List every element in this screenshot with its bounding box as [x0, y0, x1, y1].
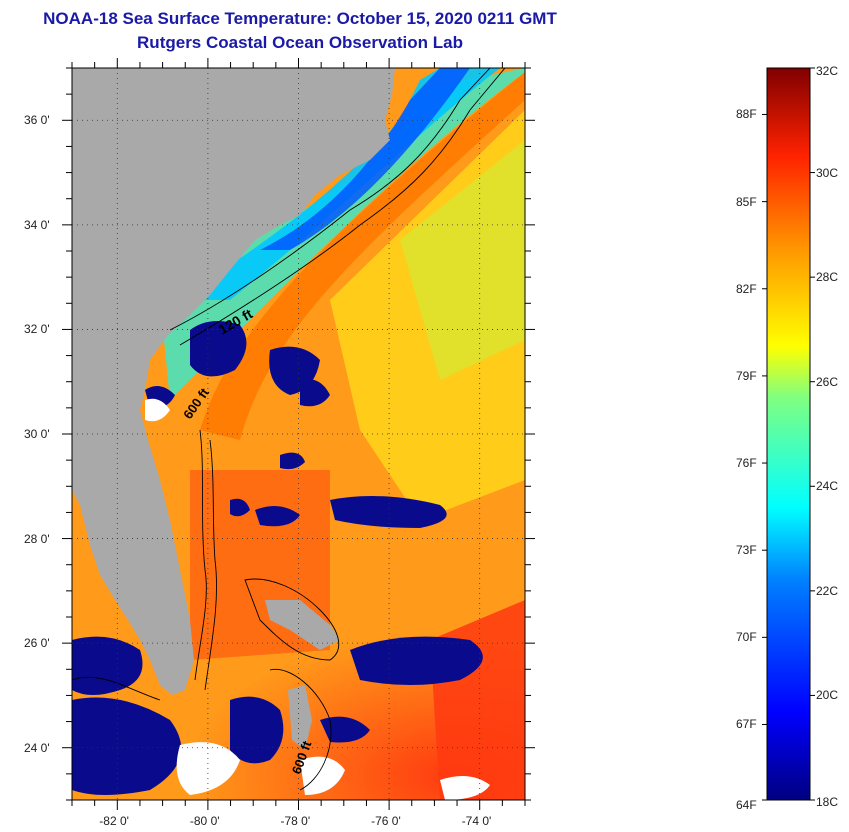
fahrenheit-label: 82F [736, 281, 757, 296]
chart-subtitle: Rutgers Coastal Ocean Observation Lab [137, 33, 463, 52]
fahrenheit-label: 67F [736, 717, 757, 732]
celsius-label: 28C [816, 270, 839, 285]
lat-tick-label: 30 0' [24, 427, 50, 441]
no-data [145, 398, 490, 800]
celsius-label: 20C [816, 688, 839, 703]
celsius-label: 22C [816, 583, 839, 598]
lon-tick-label: -74 0' [461, 814, 492, 828]
cloud-cover [72, 321, 483, 795]
lat-tick-label: 34 0' [24, 217, 50, 232]
fahrenheit-label: 85F [736, 194, 757, 209]
lat-tick-label: 26 0' [24, 636, 50, 651]
chart-title: NOAA-18 Sea Surface Temperature: October… [43, 9, 557, 28]
lat-tick-label: 36 0' [24, 113, 50, 128]
depth-contours [72, 68, 506, 791]
colorbar-ticks [762, 67, 815, 801]
fahrenheit-label: 70F [736, 630, 757, 645]
fahrenheit-label: 79F [736, 368, 757, 383]
fahrenheit-label: 73F [736, 543, 757, 558]
celsius-label: 18C [816, 795, 839, 809]
celsius-label: 32C [816, 64, 839, 78]
lat-tick-label: 28 0' [24, 531, 50, 546]
colorbar [766, 67, 811, 801]
celsius-label: 26C [816, 374, 839, 389]
grid-lines [72, 68, 525, 800]
lon-tick-label: -82 0' [99, 814, 129, 828]
axis-ticks [62, 58, 535, 810]
lat-tick-label: 24 0' [24, 740, 50, 755]
fahrenheit-label: 64F [736, 798, 757, 812]
fahrenheit-label: 76F [736, 456, 757, 471]
celsius-label: 30C [816, 165, 839, 180]
celsius-label: 24C [816, 479, 839, 494]
lat-tick-label: 32 0' [24, 322, 50, 337]
lon-tick-label: -78 0' [280, 814, 311, 828]
lon-tick-label: -76 0' [371, 814, 401, 828]
land-andros [288, 685, 312, 750]
fahrenheit-label: 88F [736, 107, 757, 122]
land-bahamas [265, 600, 340, 650]
lon-tick-label: -80 0' [189, 814, 220, 828]
